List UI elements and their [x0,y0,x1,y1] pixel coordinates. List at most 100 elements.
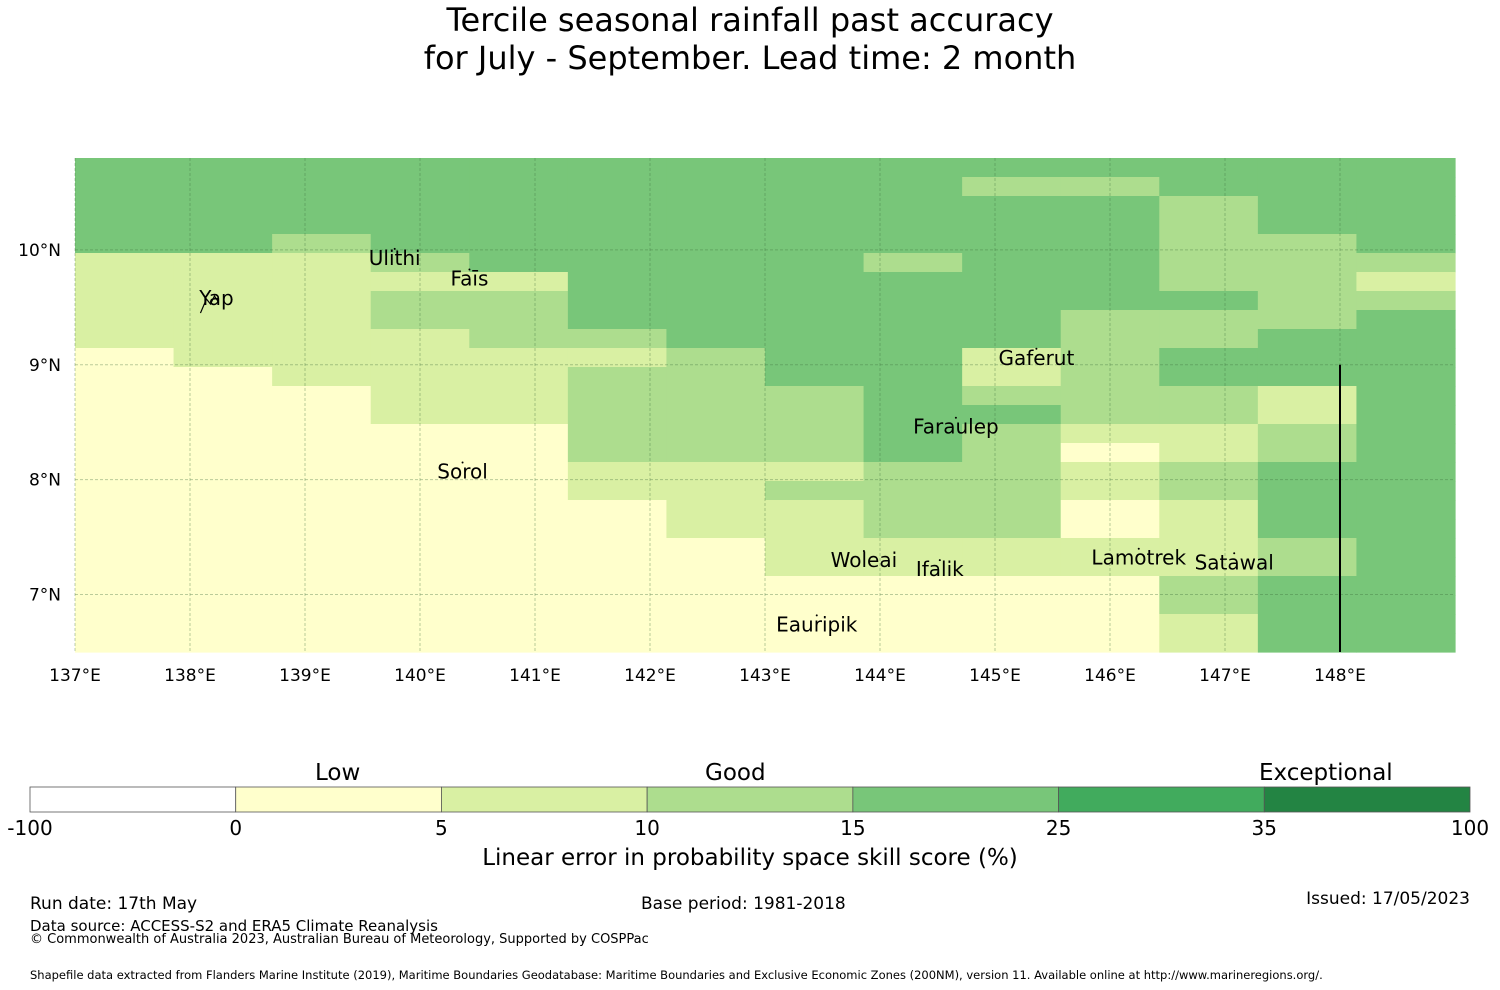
grid-cell [765,595,865,615]
longitude-label: 139°E [279,666,331,686]
copyright-notice: © Commonwealth of Australia 2023, Austra… [30,932,649,947]
grid-cell [1356,386,1456,406]
grid-cell [272,329,372,349]
island-markers [199,247,1236,617]
grid-cell [863,348,963,368]
longitude-label: 143°E [739,666,791,686]
grid-cell [75,500,175,520]
legend-tick-label: 10 [634,816,660,840]
legend-colorbar [29,786,1471,813]
grid-cell [272,405,372,425]
grid-cell [370,329,470,349]
grid-cell [75,158,175,178]
grid-cell [469,253,569,273]
grid-cell [765,614,865,634]
legend-axis-label: Linear error in probability space skill … [482,845,1018,871]
grid-cell [666,557,766,577]
grid-cell [1060,519,1160,539]
grid-cell [1159,253,1259,273]
grid-cell [370,519,470,539]
grid-cell [272,386,372,406]
grid-cell [567,500,668,520]
place-labels: Yap Ulithi Faīs Gaferut Faraulep Sorol Lamotre… [198,246,1274,636]
grid-cell [1060,329,1160,349]
grid-cell [863,158,963,178]
grid-cell [1356,234,1456,254]
place-label-woleai: Woleai [831,548,898,572]
longitude-label: 142°E [624,666,676,686]
longitude-labels: 137°E 138°E 139°E 140°E 141°E 142°E 143°E 144°E… [49,666,1366,686]
grid-cell [567,367,668,387]
grid-cell [173,405,273,425]
grid-cell [469,215,569,235]
island-marker [815,614,818,617]
grid-cell [666,481,766,501]
map-title-line-1: Tercile seasonal rainfall past accuracy [446,1,1054,39]
grid-cell [1356,310,1456,330]
grid-cell [863,462,963,482]
grid-cell [173,348,273,368]
grid-cell [75,367,175,387]
grid-cell [962,424,1062,444]
grid-cell [1356,500,1456,520]
grid-cell [370,177,470,197]
grid-cell [863,538,963,558]
grid-cell [173,614,273,634]
longitude-label: 140°E [394,666,446,686]
grid-cell [1356,576,1456,596]
grid-cell [1060,158,1160,178]
grid-cell [469,329,569,349]
grid-cell [962,386,1062,406]
grid-cell [1159,348,1259,368]
place-label-satawal: Satawal [1195,550,1274,574]
place-label-faraulep: Faraulep [913,415,999,439]
grid-cell [173,538,273,558]
grid-cell [1060,196,1160,216]
grid-cell [272,424,372,444]
grid-cell [765,253,865,273]
island-marker [1137,547,1140,550]
place-label-gaferut: Gaferut [998,346,1074,370]
grid-cell [173,557,273,577]
grid-cell [567,443,668,463]
grid-cell [75,614,175,634]
longitude-label: 137°E [49,666,101,686]
grid-cell [173,272,273,292]
grid-cell [567,424,668,444]
grid-cell [1257,424,1358,444]
grid-cell [1257,196,1358,216]
grid-cell [1257,576,1358,596]
grid-cell [370,614,470,634]
grid-cell [75,348,175,368]
grid-cell [370,557,470,577]
grid-cell [173,291,273,311]
grid-cell [272,348,372,368]
grid-cell [666,443,766,463]
grid-cell [567,234,668,254]
grid-cell [272,291,372,311]
grid-cell [75,234,175,254]
grid-cell [962,196,1062,216]
run-date: Run date: 17th May [30,894,198,914]
grid-cell [1356,614,1456,634]
grid-cell [469,595,569,615]
grid-cell [1257,348,1358,368]
grid-cell [173,158,273,178]
grid-cell [962,291,1062,311]
grid-cell [1257,272,1358,292]
grid-cell [666,158,766,178]
grid-cell [370,633,470,653]
grid-cell [1257,367,1358,387]
grid-cell [272,367,372,387]
grid-cell [173,595,273,615]
grid-cell [1159,405,1259,425]
grid-cell [469,234,569,254]
grid-cell [1356,177,1456,197]
grid-cell [1257,614,1358,634]
grid-cell [173,443,273,463]
grid-cell [1356,405,1456,425]
grid-cell [1356,215,1456,235]
grid-cell [75,443,175,463]
grid-cell [863,310,963,330]
